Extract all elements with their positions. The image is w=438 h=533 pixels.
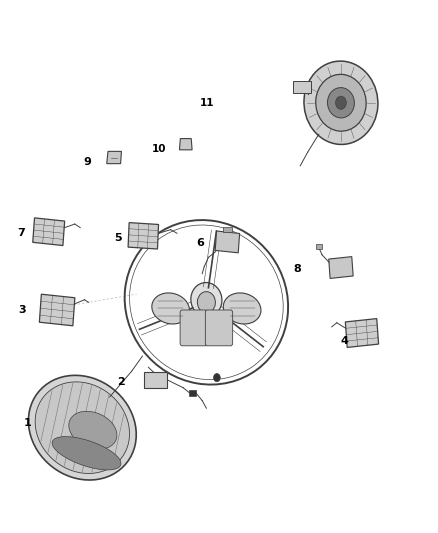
Text: 10: 10	[152, 144, 166, 154]
Polygon shape	[128, 223, 159, 249]
Text: 6: 6	[196, 238, 204, 248]
Polygon shape	[145, 373, 167, 388]
Text: 1: 1	[24, 417, 32, 427]
Ellipse shape	[191, 282, 222, 317]
Bar	[189, 390, 196, 397]
Polygon shape	[293, 82, 311, 93]
Bar	[316, 244, 322, 249]
Polygon shape	[39, 294, 75, 326]
Ellipse shape	[223, 293, 261, 324]
Text: 8: 8	[293, 264, 301, 274]
Ellipse shape	[152, 293, 190, 324]
Ellipse shape	[52, 437, 121, 470]
Text: 5: 5	[115, 233, 122, 244]
Circle shape	[336, 96, 346, 109]
Text: 2: 2	[117, 377, 124, 386]
Text: 9: 9	[83, 157, 91, 167]
Ellipse shape	[316, 74, 366, 131]
Polygon shape	[33, 218, 65, 246]
Circle shape	[214, 374, 220, 382]
Text: 4: 4	[341, 336, 349, 346]
Polygon shape	[107, 151, 121, 164]
Ellipse shape	[198, 292, 215, 313]
Ellipse shape	[304, 61, 378, 144]
Polygon shape	[345, 319, 378, 348]
Text: 3: 3	[18, 305, 25, 315]
Polygon shape	[329, 256, 353, 278]
Ellipse shape	[28, 375, 136, 480]
Polygon shape	[215, 231, 240, 253]
Bar	[223, 227, 233, 232]
Ellipse shape	[69, 411, 117, 449]
Ellipse shape	[35, 382, 130, 473]
FancyBboxPatch shape	[180, 310, 208, 346]
Ellipse shape	[328, 87, 354, 118]
Text: 7: 7	[17, 228, 25, 238]
Polygon shape	[180, 139, 192, 150]
FancyBboxPatch shape	[205, 310, 233, 346]
Text: 11: 11	[200, 98, 215, 108]
